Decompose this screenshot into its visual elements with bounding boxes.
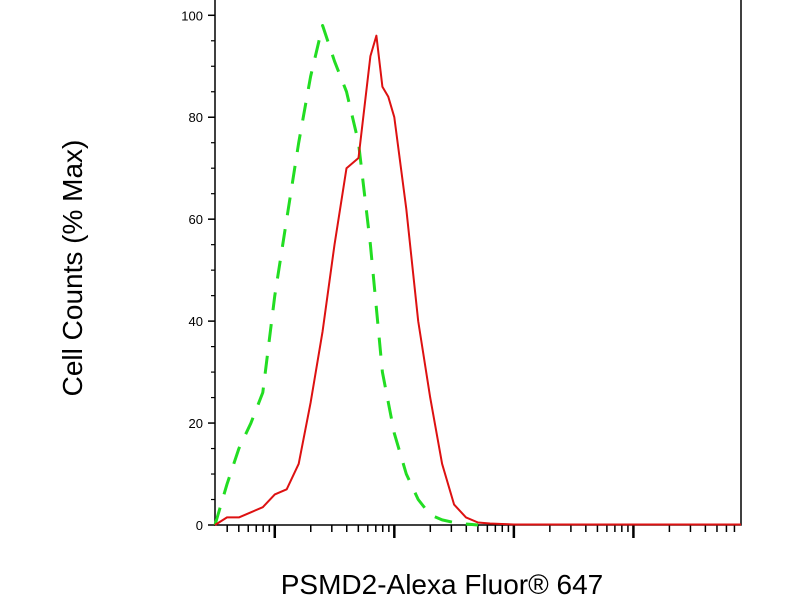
series-line-1 xyxy=(213,24,479,527)
series-line-2 xyxy=(214,34,741,526)
y-tick-label: 20 xyxy=(189,416,203,431)
y-tick-label: 80 xyxy=(189,110,203,125)
y-tick-label: 40 xyxy=(189,314,203,329)
y-tick-label: 60 xyxy=(189,212,203,227)
x-axis-label: PSMD2-Alexa Fluor® 647 xyxy=(281,569,604,600)
y-tick-label: 0 xyxy=(196,518,203,533)
y-axis-label: Cell Counts (% Max) xyxy=(57,140,88,397)
plot-frame xyxy=(214,0,742,526)
y-tick-label: 100 xyxy=(181,8,203,23)
